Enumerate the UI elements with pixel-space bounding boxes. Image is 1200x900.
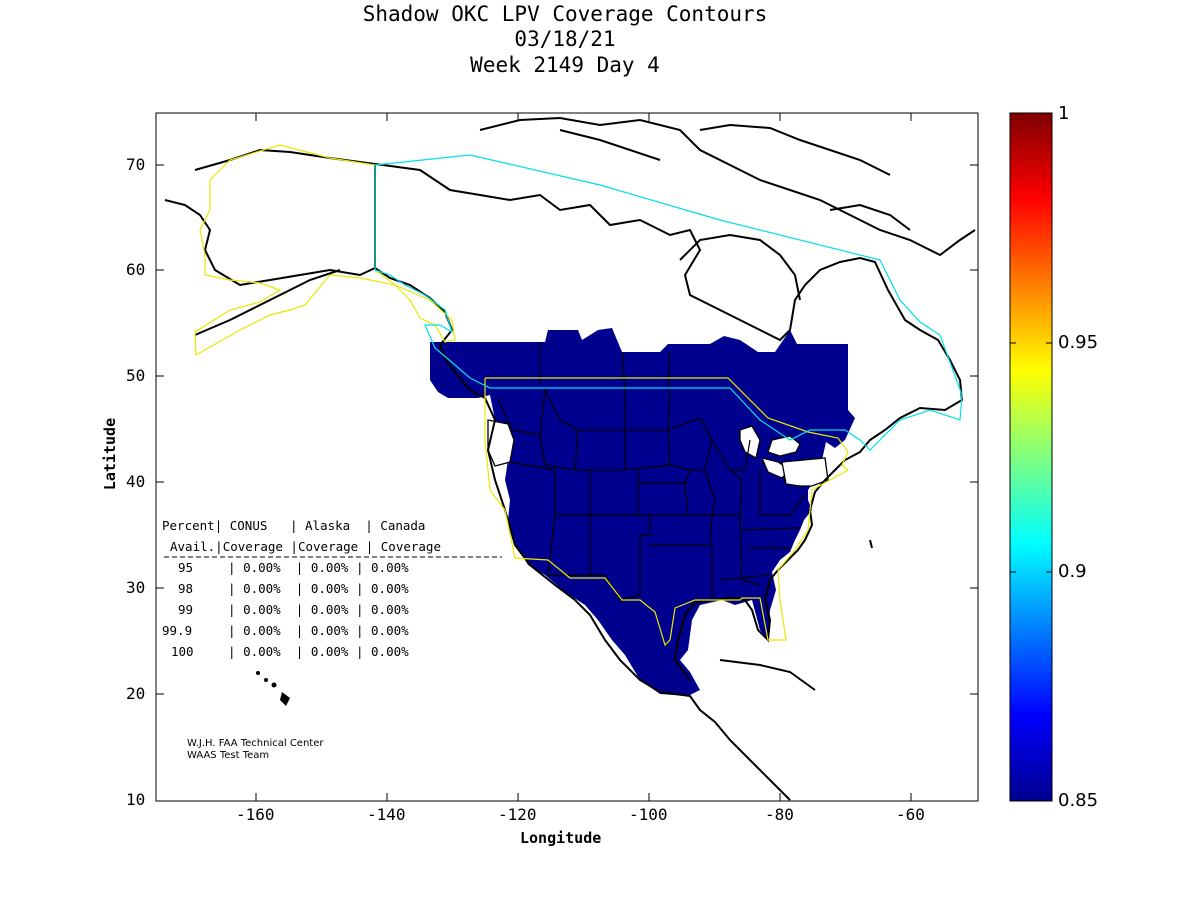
canada-boundary — [374, 154, 963, 451]
colorbar-label: 0.9 — [1058, 561, 1087, 582]
state-boundaries — [497, 342, 806, 601]
x-tick-label: -140 — [367, 805, 406, 824]
y-tick-label: 50 — [126, 366, 146, 385]
y-tick-label: 40 — [126, 472, 146, 491]
coastlines — [164, 116, 976, 801]
table-row: 98 — [178, 581, 194, 596]
colorbar-label: 0.95 — [1058, 332, 1099, 353]
colorbar-label: 0.85 — [1058, 790, 1099, 811]
y-tick-label: 70 — [126, 155, 146, 174]
table-row: 100 — [171, 644, 194, 659]
table-row-values: | 0.00% | 0.00% | 0.00% — [228, 602, 409, 617]
alaska-boundary — [194, 144, 456, 357]
credit-line-2: WAAS Test Team — [187, 750, 270, 761]
axis-ticks — [156, 113, 978, 801]
header-avail: Avail. — [170, 539, 216, 554]
colorbar — [1009, 112, 1053, 802]
y-tick-label: 10 — [126, 790, 146, 809]
x-tick-label: -120 — [498, 805, 537, 824]
header-coverage: Coverage — [380, 539, 441, 554]
header-percent: Percent — [162, 518, 215, 533]
x-axis-label: Longitude — [520, 829, 602, 847]
hawaii-islands — [256, 671, 290, 706]
header-coverage: Coverage — [222, 539, 283, 554]
header-coverage: Coverage — [297, 539, 359, 554]
table-row-values: | 0.00% | 0.00% | 0.00% — [228, 560, 409, 575]
header-alaska: Alaska — [305, 518, 351, 533]
title-line-1: Shadow OKC LPV Coverage Contours — [362, 2, 768, 26]
x-tick-label: -80 — [765, 805, 794, 824]
y-tick-label: 30 — [126, 578, 146, 597]
table-row-values: | 0.00% | 0.00% | 0.00% — [228, 644, 409, 659]
credit-line-1: W.J.H. FAA Technical Center — [187, 738, 324, 749]
title-line-3: Week 2149 Day 4 — [470, 53, 660, 77]
x-tick-label: -160 — [236, 805, 275, 824]
lpv-coverage-region — [430, 328, 855, 696]
header-conus: CONUS — [229, 518, 268, 533]
y-axis-label: Latitude — [101, 417, 119, 491]
colorbar-label: 1 — [1058, 103, 1070, 124]
header-canada: Canada — [380, 518, 426, 533]
x-tick-label: -100 — [629, 805, 668, 824]
northeast-hole — [781, 457, 829, 487]
x-tick-label: -60 — [896, 805, 925, 824]
title-line-2: 03/18/21 — [514, 27, 616, 51]
conus-boundary — [484, 377, 850, 647]
plot-frame — [155, 112, 979, 802]
colorbar-ticks — [1010, 342, 1052, 573]
y-tick-label: 20 — [126, 684, 146, 703]
table-header-row-1: Percent| CONUS | Alaska | Canada — [162, 518, 426, 533]
table-row: 95 — [178, 560, 194, 575]
table-row-values: | 0.00% | 0.00% | 0.00% — [228, 623, 409, 638]
table-row: 99.9 — [162, 623, 193, 638]
table-row-values: | 0.00% | 0.00% | 0.00% — [228, 581, 409, 596]
y-tick-label: 60 — [126, 260, 146, 279]
table-row: 99 — [178, 602, 194, 617]
table-header-row-2: Avail.|Coverage |Coverage | Coverage — [170, 539, 441, 554]
